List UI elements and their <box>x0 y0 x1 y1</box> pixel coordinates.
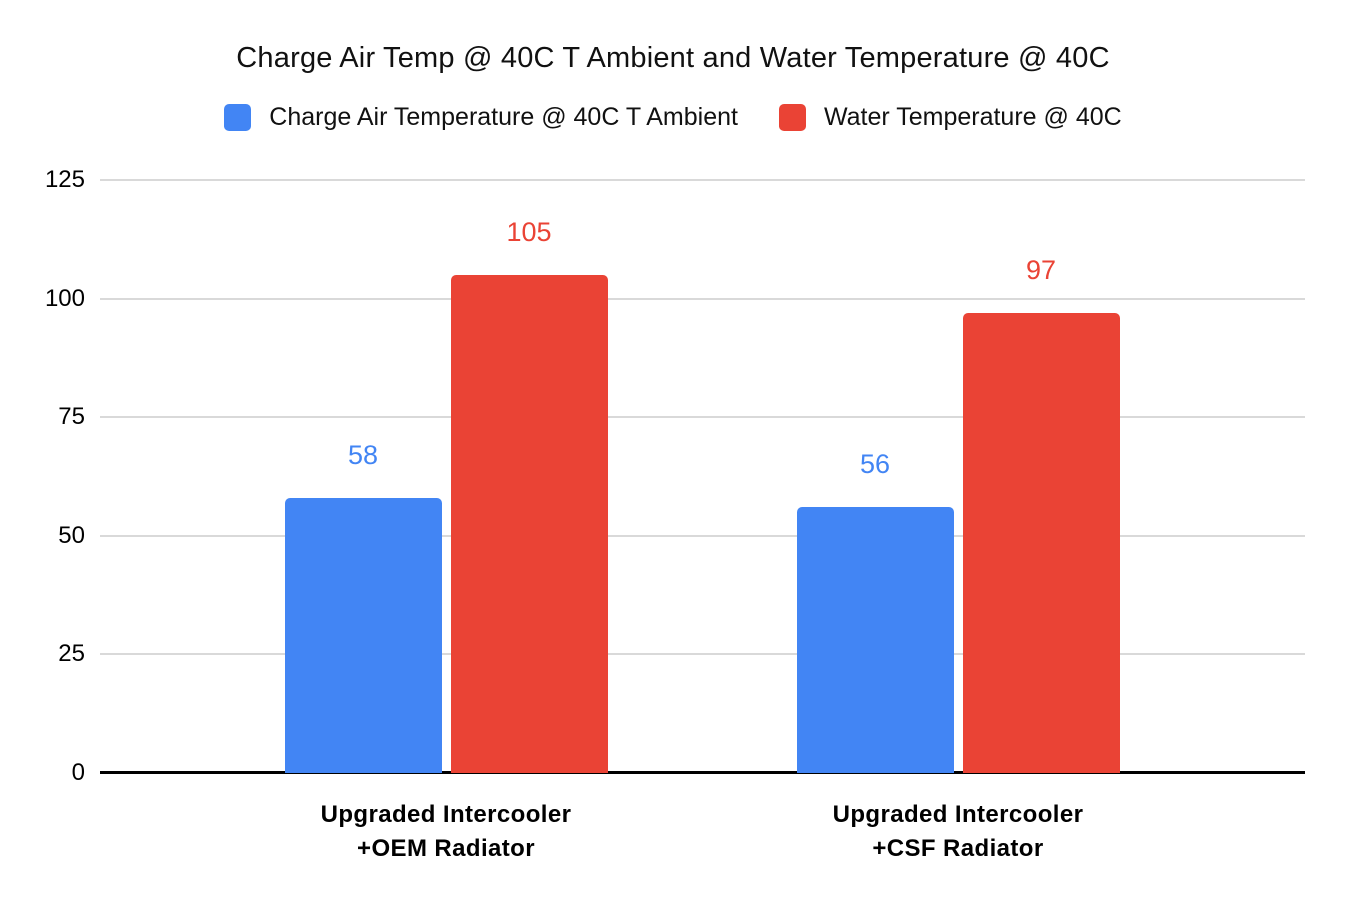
legend-item-water-temp: Water Temperature @ 40C <box>778 103 1122 132</box>
bar-series-0-category-0 <box>284 497 442 773</box>
y-tick-label-50: 50 <box>58 521 85 549</box>
y-tick-label-0: 0 <box>71 759 85 786</box>
gridline-75 <box>100 416 1305 419</box>
y-tick-label-75: 75 <box>58 403 85 431</box>
gridline-125 <box>100 179 1305 181</box>
legend-item-charge-air: Charge Air Temperature @ 40C T Ambient <box>224 103 738 132</box>
legend-label-water-temp: Water Temperature @ 40C <box>823 103 1122 131</box>
bar-series-1-category-1 <box>962 312 1120 773</box>
plot-area: 0 25 50 75 100 125 58 105 Upgraded Intercooler +… <box>45 168 1305 862</box>
y-tick-label-100: 100 <box>44 284 85 312</box>
bar-value-label: 97 <box>1025 254 1057 285</box>
legend-swatch-charge-air <box>224 104 252 131</box>
legend-swatch-water-temp <box>778 104 806 131</box>
bar-value-label: 58 <box>347 439 379 470</box>
y-tick-label-125: 125 <box>44 166 85 193</box>
gridline-50 <box>100 534 1305 537</box>
bar-series-0-category-1 <box>796 507 954 773</box>
x-axis-category-label: Upgraded Intercooler +CSF Radiator <box>832 801 1084 862</box>
gridline-25 <box>100 653 1305 656</box>
y-tick-label-25: 25 <box>58 640 85 668</box>
bar-value-label: 105 <box>506 216 552 247</box>
gridline-100 <box>100 297 1305 300</box>
legend: Charge Air Temperature @ 40C T Ambient W… <box>0 103 1346 132</box>
bar-value-label: 56 <box>859 449 891 480</box>
x-axis-line <box>100 771 1305 774</box>
chart-title: Charge Air Temp @ 40C T Ambient and Wate… <box>236 42 1110 74</box>
bar-series-1-category-0 <box>450 274 608 773</box>
legend-label-charge-air: Charge Air Temperature @ 40C T Ambient <box>269 103 738 131</box>
x-axis-category-label: Upgraded Intercooler +OEM Radiator <box>320 801 572 862</box>
